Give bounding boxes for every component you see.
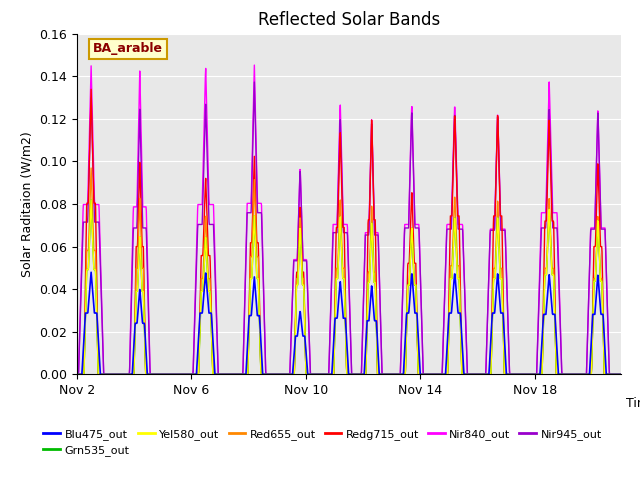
Text: Time: Time xyxy=(626,396,640,409)
Text: BA_arable: BA_arable xyxy=(93,42,163,55)
Y-axis label: Solar Raditaion (W/m2): Solar Raditaion (W/m2) xyxy=(20,131,33,277)
Title: Reflected Solar Bands: Reflected Solar Bands xyxy=(258,11,440,29)
Legend: Blu475_out, Grn535_out, Yel580_out, Red655_out, Redg715_out, Nir840_out, Nir945_: Blu475_out, Grn535_out, Yel580_out, Red6… xyxy=(39,424,606,460)
